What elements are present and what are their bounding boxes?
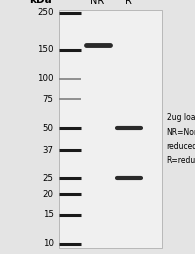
- Text: NR: NR: [90, 0, 105, 6]
- Text: R: R: [125, 0, 132, 6]
- Text: 100: 100: [37, 74, 54, 83]
- Text: 37: 37: [43, 146, 54, 155]
- Text: 25: 25: [43, 174, 54, 183]
- Text: 20: 20: [43, 190, 54, 199]
- Bar: [58, 10, 162, 248]
- Text: 250: 250: [37, 8, 54, 18]
- Text: 10: 10: [43, 240, 54, 248]
- Text: 75: 75: [43, 95, 54, 104]
- Text: kDa: kDa: [29, 0, 52, 5]
- Text: 50: 50: [43, 124, 54, 133]
- Text: 15: 15: [43, 210, 54, 219]
- Text: NR=Non-: NR=Non-: [167, 128, 195, 137]
- Text: reduced: reduced: [167, 142, 195, 151]
- Text: R=reduced: R=reduced: [167, 156, 195, 165]
- Text: 2ug loading: 2ug loading: [167, 113, 195, 122]
- Text: 150: 150: [37, 45, 54, 54]
